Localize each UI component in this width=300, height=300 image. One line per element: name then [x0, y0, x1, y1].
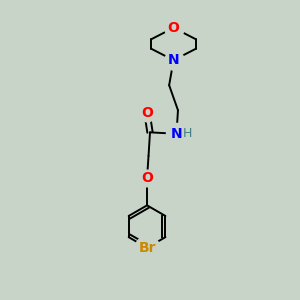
- Text: H: H: [183, 127, 192, 140]
- Text: O: O: [141, 106, 153, 120]
- Text: Br: Br: [138, 241, 156, 255]
- Text: N: N: [168, 53, 179, 67]
- Text: O: O: [141, 171, 153, 185]
- Text: N: N: [171, 127, 182, 141]
- Text: O: O: [168, 21, 179, 35]
